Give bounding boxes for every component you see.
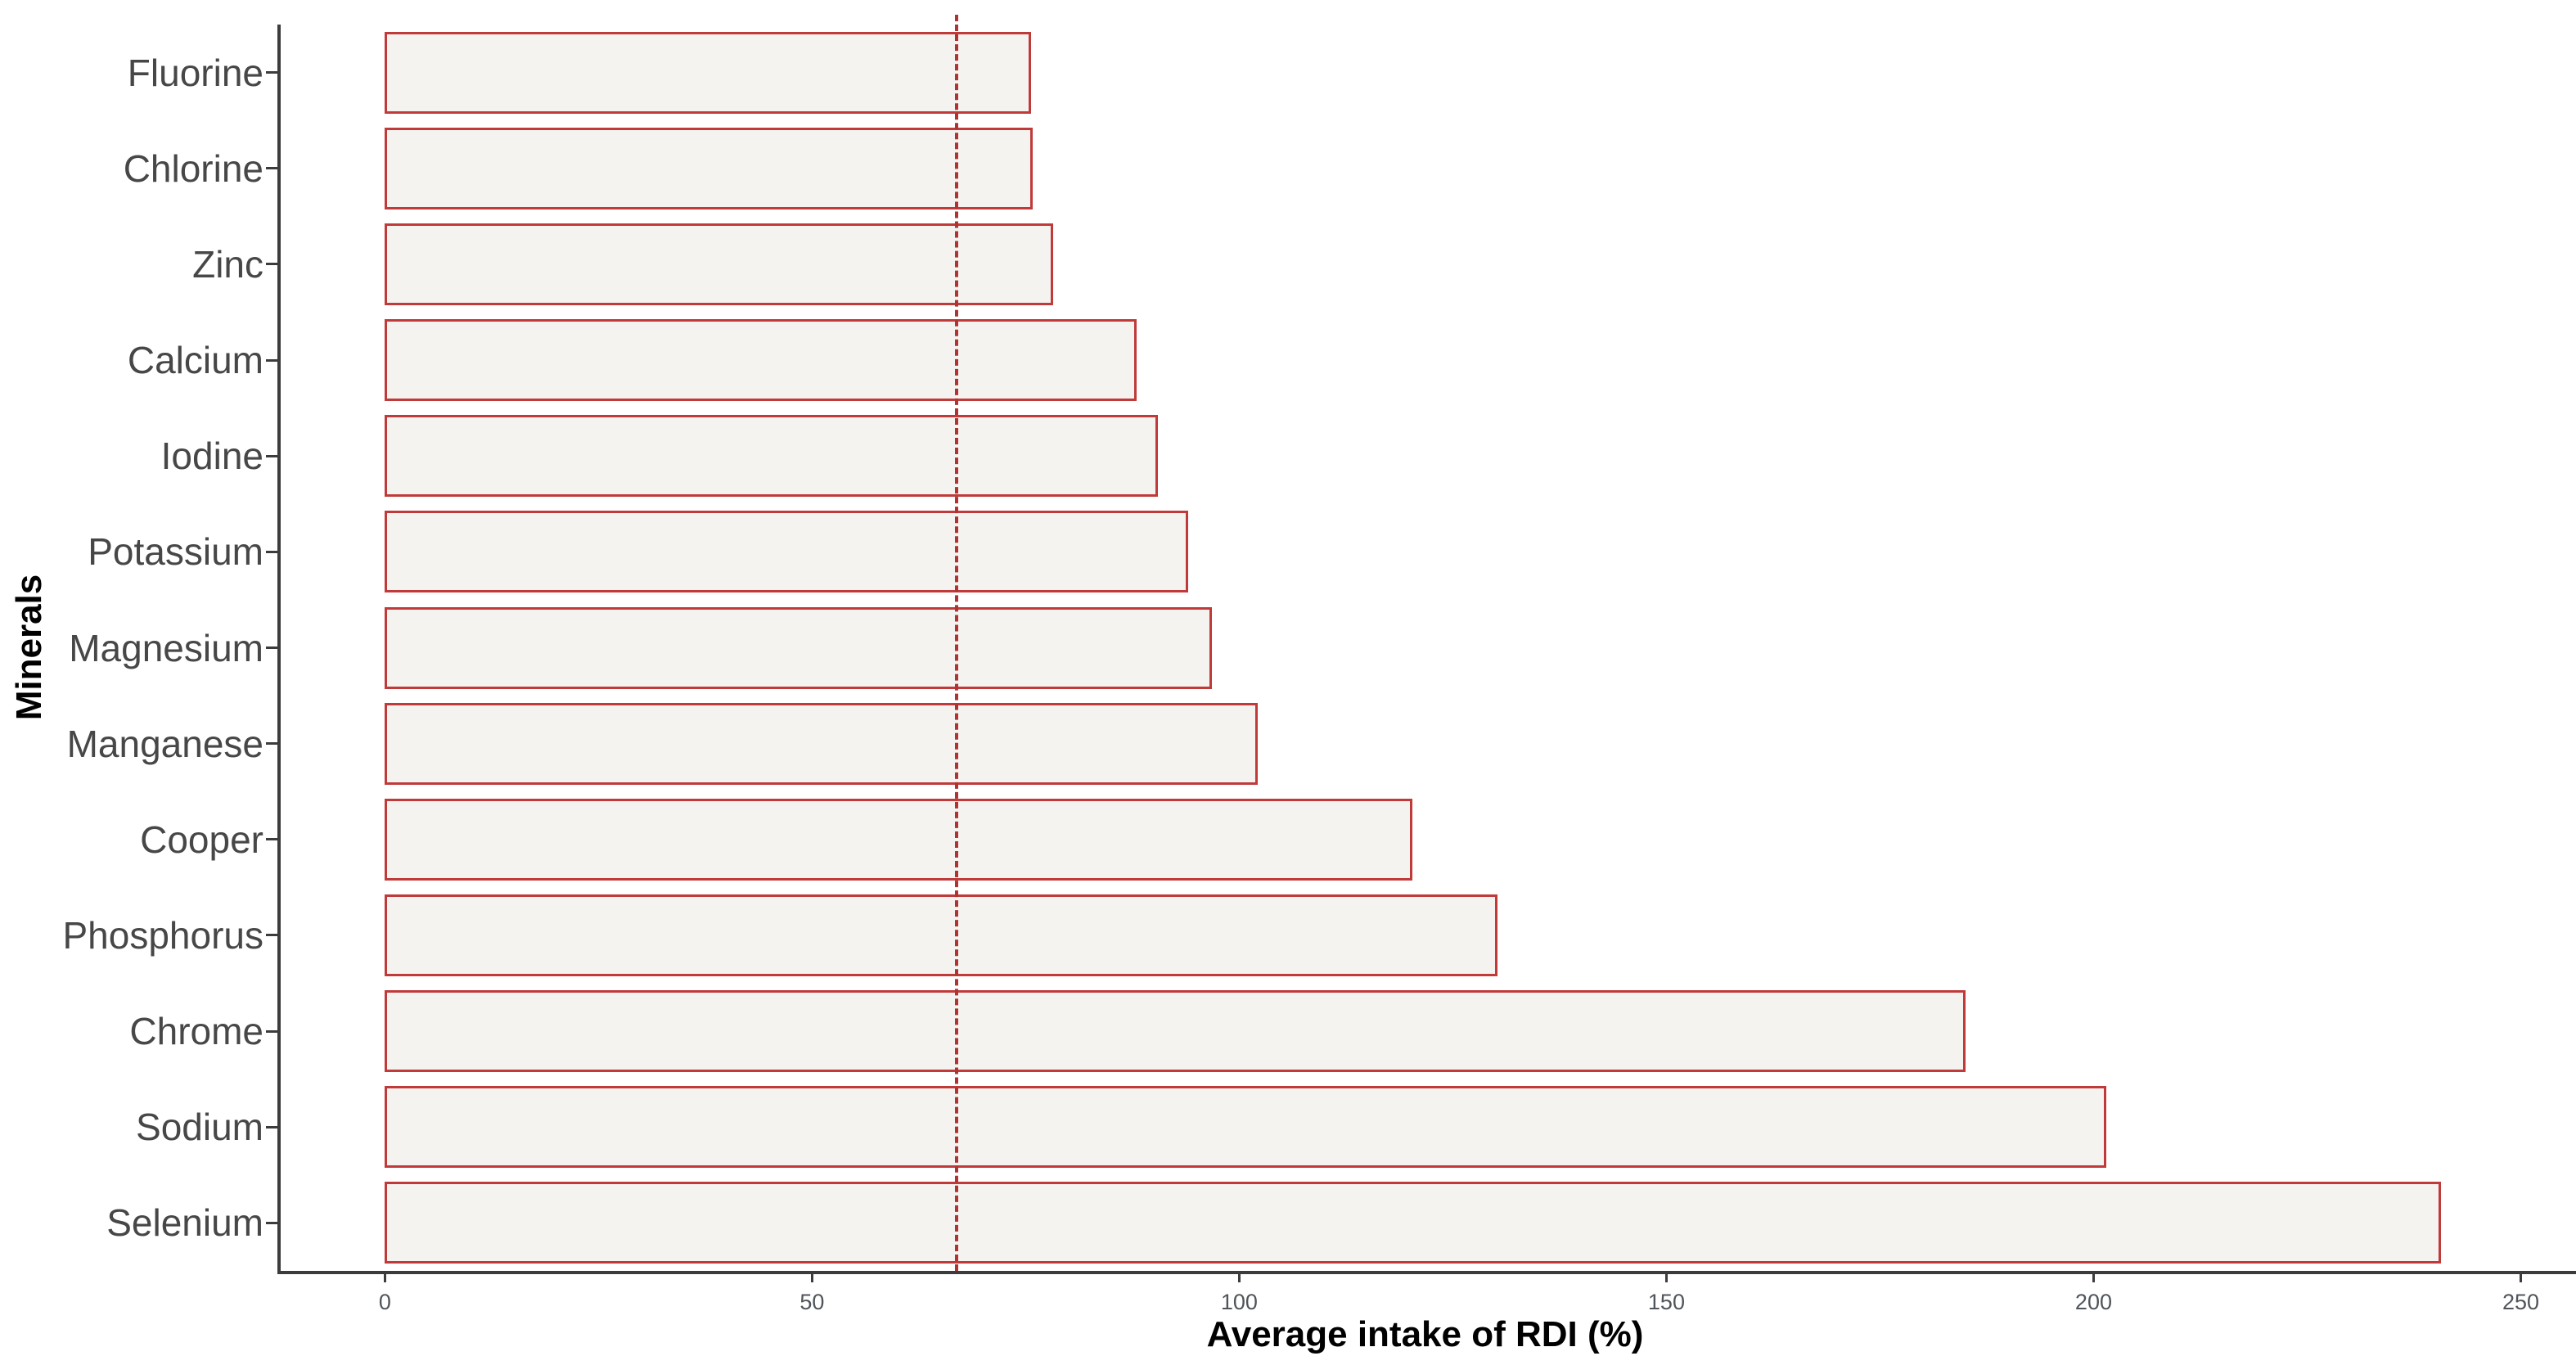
x-axis-line (277, 1271, 2576, 1274)
y-tick (266, 646, 277, 649)
y-tick (266, 838, 277, 841)
y-tick (266, 550, 277, 553)
x-tick-label: 100 (1220, 1290, 1258, 1314)
x-tick-label: 0 (378, 1290, 391, 1314)
y-tick-label: Manganese (66, 722, 263, 765)
y-tick-label: Sodium (136, 1106, 263, 1149)
bar-zinc (385, 223, 1053, 305)
bar-calcium (385, 319, 1137, 402)
bar-selenium (385, 1182, 2442, 1264)
y-tick-label: Magnesium (69, 626, 263, 669)
x-tick-label: 50 (799, 1290, 825, 1314)
y-tick-label: Chrome (129, 1010, 263, 1053)
x-tick (810, 1271, 813, 1282)
y-tick-label: Cooper (140, 818, 263, 861)
y-tick (266, 167, 277, 170)
bar-manganese (385, 702, 1259, 785)
bar-sodium (385, 1086, 2107, 1169)
y-tick-label: Iodine (160, 435, 263, 478)
y-tick (266, 742, 277, 746)
reference-line (954, 15, 958, 1271)
y-tick (266, 1221, 277, 1224)
x-axis-title: Average intake of RDI (%) (1206, 1314, 1644, 1354)
x-tick-label: 150 (1647, 1290, 1685, 1314)
bar-chrome (385, 990, 1966, 1073)
y-tick (266, 263, 277, 266)
y-axis-line (277, 25, 281, 1274)
bar-fluorine (385, 31, 1031, 114)
y-tick-label: Potassium (88, 530, 263, 574)
y-tick-label: Fluorine (127, 51, 263, 94)
y-tick (266, 934, 277, 937)
x-tick-label: 250 (2502, 1290, 2540, 1314)
y-tick-label: Selenium (106, 1201, 263, 1245)
x-tick (1664, 1271, 1668, 1282)
bar-magnesium (385, 606, 1212, 689)
bar-iodine (385, 415, 1159, 498)
x-tick (2092, 1271, 2095, 1282)
y-tick (266, 358, 277, 362)
x-tick (2519, 1271, 2522, 1282)
y-tick-label: Calcium (127, 339, 263, 382)
y-tick (266, 1125, 277, 1128)
y-tick (266, 454, 277, 457)
x-tick (1237, 1271, 1241, 1282)
bar-cooper (385, 798, 1413, 881)
bar-potassium (385, 511, 1188, 593)
bar-chlorine (385, 127, 1033, 209)
y-tick-label: Zinc (192, 242, 263, 286)
y-tick-label: Phosphorus (62, 913, 264, 957)
x-tick-label: 200 (2074, 1290, 2112, 1314)
x-tick (383, 1271, 386, 1282)
plot-panel (277, 15, 2576, 1274)
y-tick (266, 1029, 277, 1033)
y-tick-label: Chlorine (123, 146, 263, 190)
bar-phosphorus (385, 894, 1497, 976)
y-tick (266, 71, 277, 74)
